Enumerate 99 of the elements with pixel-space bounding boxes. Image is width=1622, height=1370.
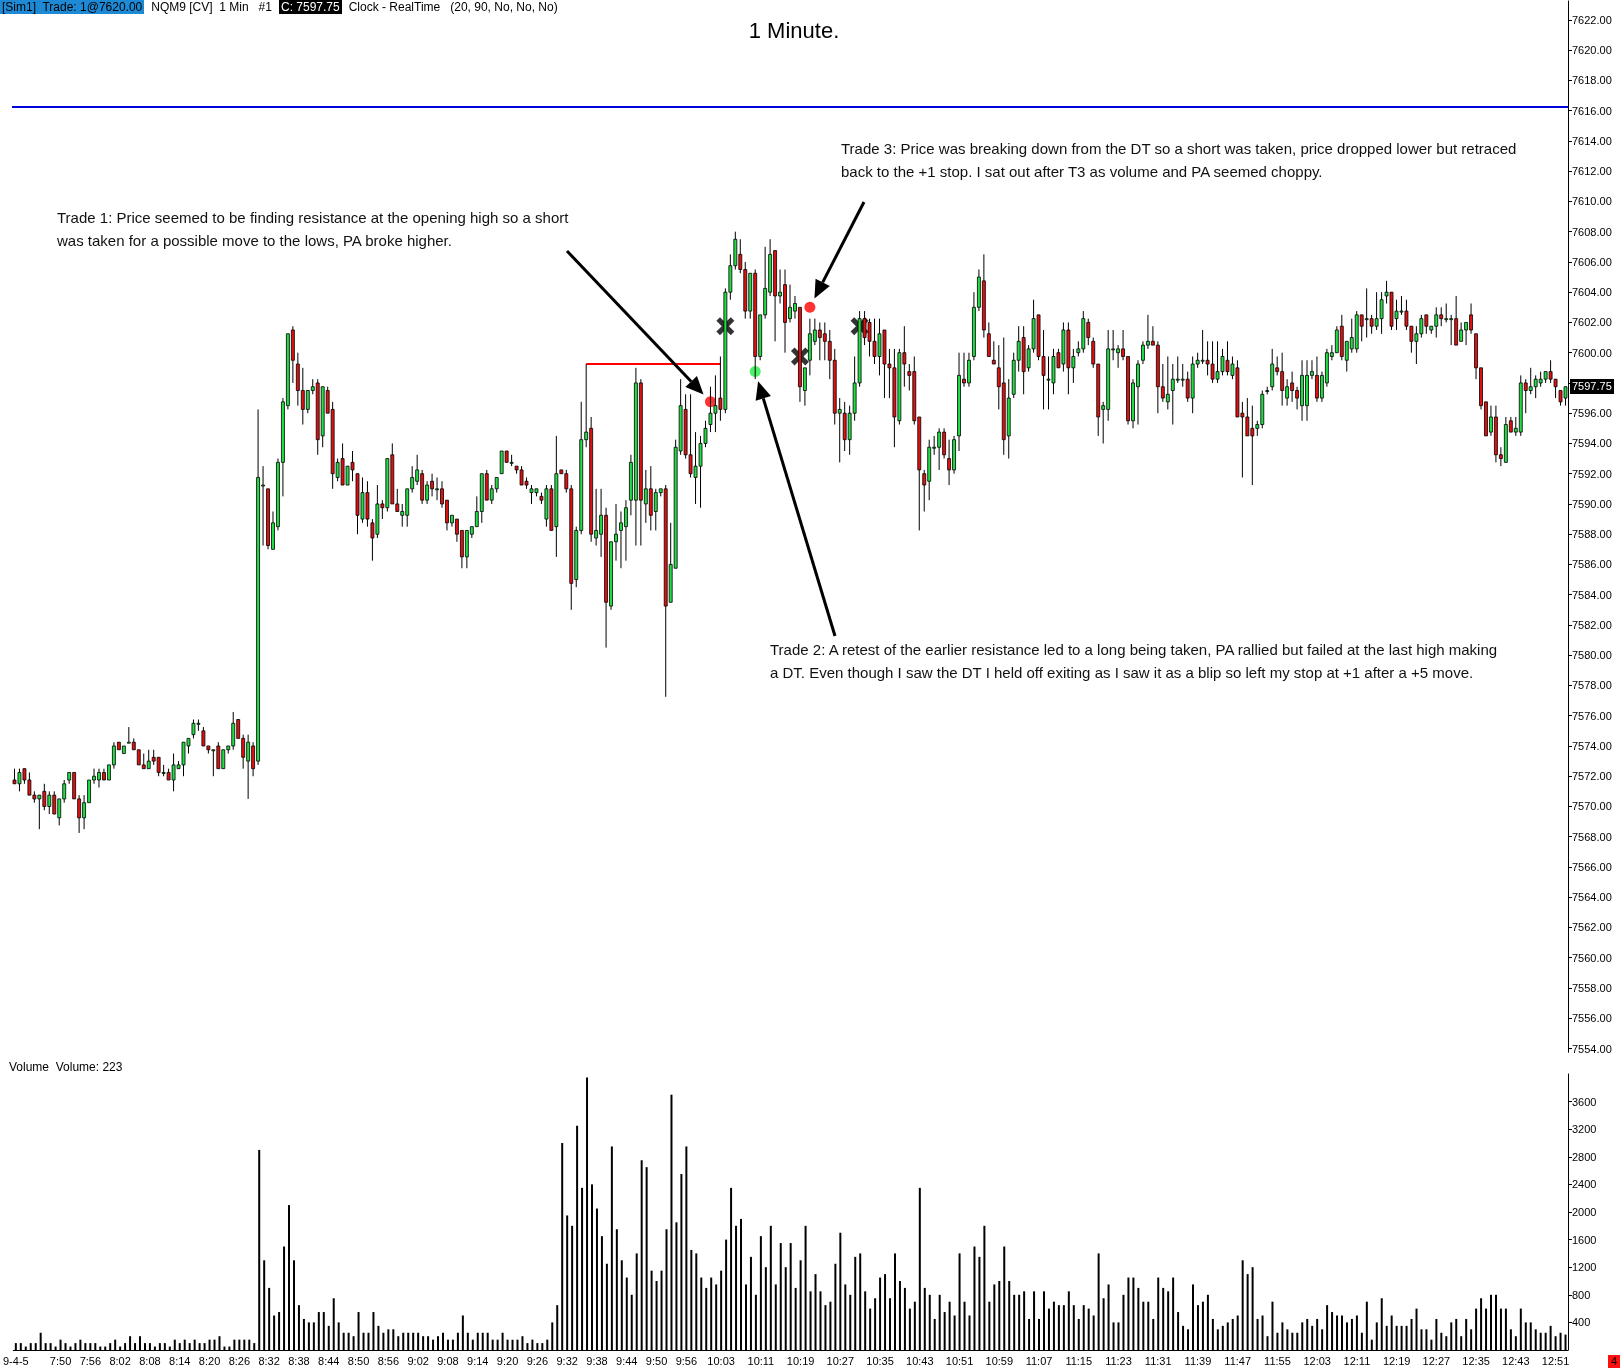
annotation: Trade 2: A retest of the earlier resistance led to a long being taken, PA rallied but failed at the last high making a DT. Even though I saw the DT I held off exiting as I saw it as a blip so left my stop at +1 after a +5 move.	[770, 640, 1499, 683]
x-tick-label: 11:31	[1144, 1354, 1172, 1367]
x-tick-label: 9:02	[407, 1354, 429, 1367]
y-tick-label: 7604.00	[1572, 286, 1612, 299]
x-tick-label: 8:38	[288, 1354, 310, 1367]
y-tick-label: 7570.00	[1572, 800, 1612, 813]
x-tick-label: 8:02	[109, 1354, 131, 1367]
y-tick-label: 800	[1572, 1288, 1591, 1301]
y-tick-label: 7576.00	[1572, 709, 1612, 722]
x-tick-label: 10:51	[945, 1354, 974, 1367]
x-tick-label: 12:03	[1303, 1354, 1331, 1367]
y-tick-label: 7592.00	[1572, 467, 1612, 480]
y-tick-label: 7574.00	[1572, 739, 1612, 752]
x-tick-label: 7:50	[49, 1354, 72, 1367]
text: 1 Minute.	[748, 17, 840, 43]
x-tick-label: 7:56	[79, 1354, 102, 1367]
x-tick-label: 9:26	[526, 1354, 549, 1367]
x-tick-label: 8:14	[169, 1354, 191, 1367]
y-tick-label: 400	[1572, 1316, 1591, 1329]
y-tick-label: 7560.00	[1572, 951, 1612, 964]
y-tick-label: 7614.00	[1572, 134, 1612, 147]
x-tick-label: 12:35	[1462, 1354, 1490, 1367]
y-tick-label: 7558.00	[1572, 981, 1612, 994]
x-tick-label: 9:50	[645, 1354, 668, 1367]
chart-title: Volume Volume: 223	[9, 1060, 123, 1074]
y-tick-label: 7600.00	[1572, 346, 1612, 359]
y-tick-label: 7596.00	[1572, 407, 1612, 420]
y-tick-label: 7556.00	[1572, 1012, 1612, 1025]
y-tick-label: 1600	[1572, 1233, 1597, 1246]
x-tick-label: 10:19	[786, 1354, 815, 1367]
x-tick-label: 9:38	[586, 1354, 608, 1367]
x-tick-label: 10:59	[985, 1354, 1014, 1367]
x-tick-label: 8:44	[318, 1354, 340, 1367]
x-tick-label: 11:47	[1224, 1354, 1252, 1367]
y-tick-label: 7584.00	[1572, 588, 1612, 601]
y-tick-label: 1200	[1572, 1261, 1597, 1274]
y-tick-label: 7612.00	[1572, 165, 1612, 178]
y-tick-label: 7588.00	[1572, 528, 1612, 541]
x-tick-label: 9:20	[496, 1354, 519, 1367]
y-tick-label: 7616.00	[1572, 104, 1612, 117]
x-tick-label: 12:11	[1343, 1354, 1371, 1367]
y-tick-label: 7562.00	[1572, 921, 1612, 934]
x-tick-label: 11:23	[1105, 1354, 1132, 1367]
y-tick-label: 7608.00	[1572, 225, 1612, 238]
annotation: [Sim1] Trade: 1@7620.00	[0, 0, 145, 14]
y-tick-label: 7610.00	[1572, 195, 1612, 208]
y-tick-label: 7594.00	[1572, 437, 1612, 450]
x-tick-label: 11:07	[1025, 1354, 1053, 1367]
annotation: Trade 1: Price seemed to be finding resistance at the opening high so a short was taken for a possible move to the lows, PA broke higher.	[57, 208, 570, 251]
y-tick-label: 3600	[1572, 1095, 1597, 1108]
y-tick-label: 7554.00	[1572, 1042, 1612, 1055]
annotation: Clock - RealTime (20, 90, No, No, No)	[347, 0, 559, 14]
y-tick-label: 7580.00	[1572, 649, 1612, 662]
x-tick-label: 12:43	[1502, 1354, 1530, 1367]
x-tick-label: 9:32	[556, 1354, 578, 1367]
x-tick-label: 8:32	[258, 1354, 280, 1367]
text: 4	[1607, 1355, 1620, 1368]
y-tick-label: 7564.00	[1572, 891, 1612, 904]
x-tick-label: 8:20	[198, 1354, 221, 1367]
x-tick-label: 9-4-5	[2, 1354, 29, 1367]
y-tick-label: 2800	[1572, 1150, 1597, 1163]
x-tick-label: 8:50	[347, 1354, 370, 1367]
y-tick-label: 7618.00	[1572, 74, 1612, 87]
y-tick-label: 7586.00	[1572, 558, 1612, 571]
x-tick-label: 8:56	[377, 1354, 400, 1367]
x-tick-label: 12:27	[1422, 1354, 1451, 1367]
x-tick-label: 9:44	[616, 1354, 638, 1367]
y-tick-label: 7572.00	[1572, 770, 1612, 783]
x-tick-label: 12:51	[1541, 1354, 1570, 1367]
y-tick-label: 7582.00	[1572, 618, 1612, 631]
y-tick-label: 7566.00	[1572, 860, 1612, 873]
y-tick-label: 7622.00	[1572, 13, 1612, 26]
x-tick-label: 10:03	[707, 1354, 735, 1367]
y-tick-label: 7568.00	[1572, 830, 1612, 843]
annotation: NQM9 [CV] 1 Min #1	[150, 0, 273, 14]
y-tick-label: 7578.00	[1572, 679, 1612, 692]
annotation: C: 7597.75	[278, 0, 342, 14]
x-tick-label: 10:27	[826, 1354, 855, 1367]
x-tick-label: 10:11	[747, 1354, 775, 1367]
x-tick-label: 10:35	[866, 1354, 894, 1367]
y-tick-label: 7590.00	[1572, 497, 1612, 510]
annotation: Trade 3: Price was breaking down from the DT so a short was taken, price dropped lower but retraced back to the +1 stop. I sat out after T3 as volume and PA seemed choppy.	[841, 139, 1518, 182]
x-tick-label: 11:15	[1065, 1354, 1093, 1367]
y-tick-label: 7602.00	[1572, 316, 1612, 329]
x-tick-label: 10:43	[906, 1354, 934, 1367]
x-tick-label: 11:55	[1264, 1354, 1291, 1367]
x-tick-label: 12:19	[1382, 1354, 1411, 1367]
x-tick-label: 9:14	[467, 1354, 489, 1367]
x-tick-label: 8:26	[228, 1354, 251, 1367]
x-tick-label: 9:56	[675, 1354, 698, 1367]
x-tick-label: 11:39	[1184, 1354, 1212, 1367]
x-tick-label: 8:08	[139, 1354, 161, 1367]
y-tick-label: 3200	[1572, 1123, 1597, 1136]
annotation: 7597.75	[1570, 378, 1614, 394]
x-tick-label: 9:08	[437, 1354, 459, 1367]
y-tick-label: 2400	[1572, 1178, 1597, 1191]
y-tick-label: 7606.00	[1572, 255, 1612, 268]
y-tick-label: 2000	[1572, 1206, 1597, 1218]
y-tick-label: 7620.00	[1572, 44, 1612, 57]
